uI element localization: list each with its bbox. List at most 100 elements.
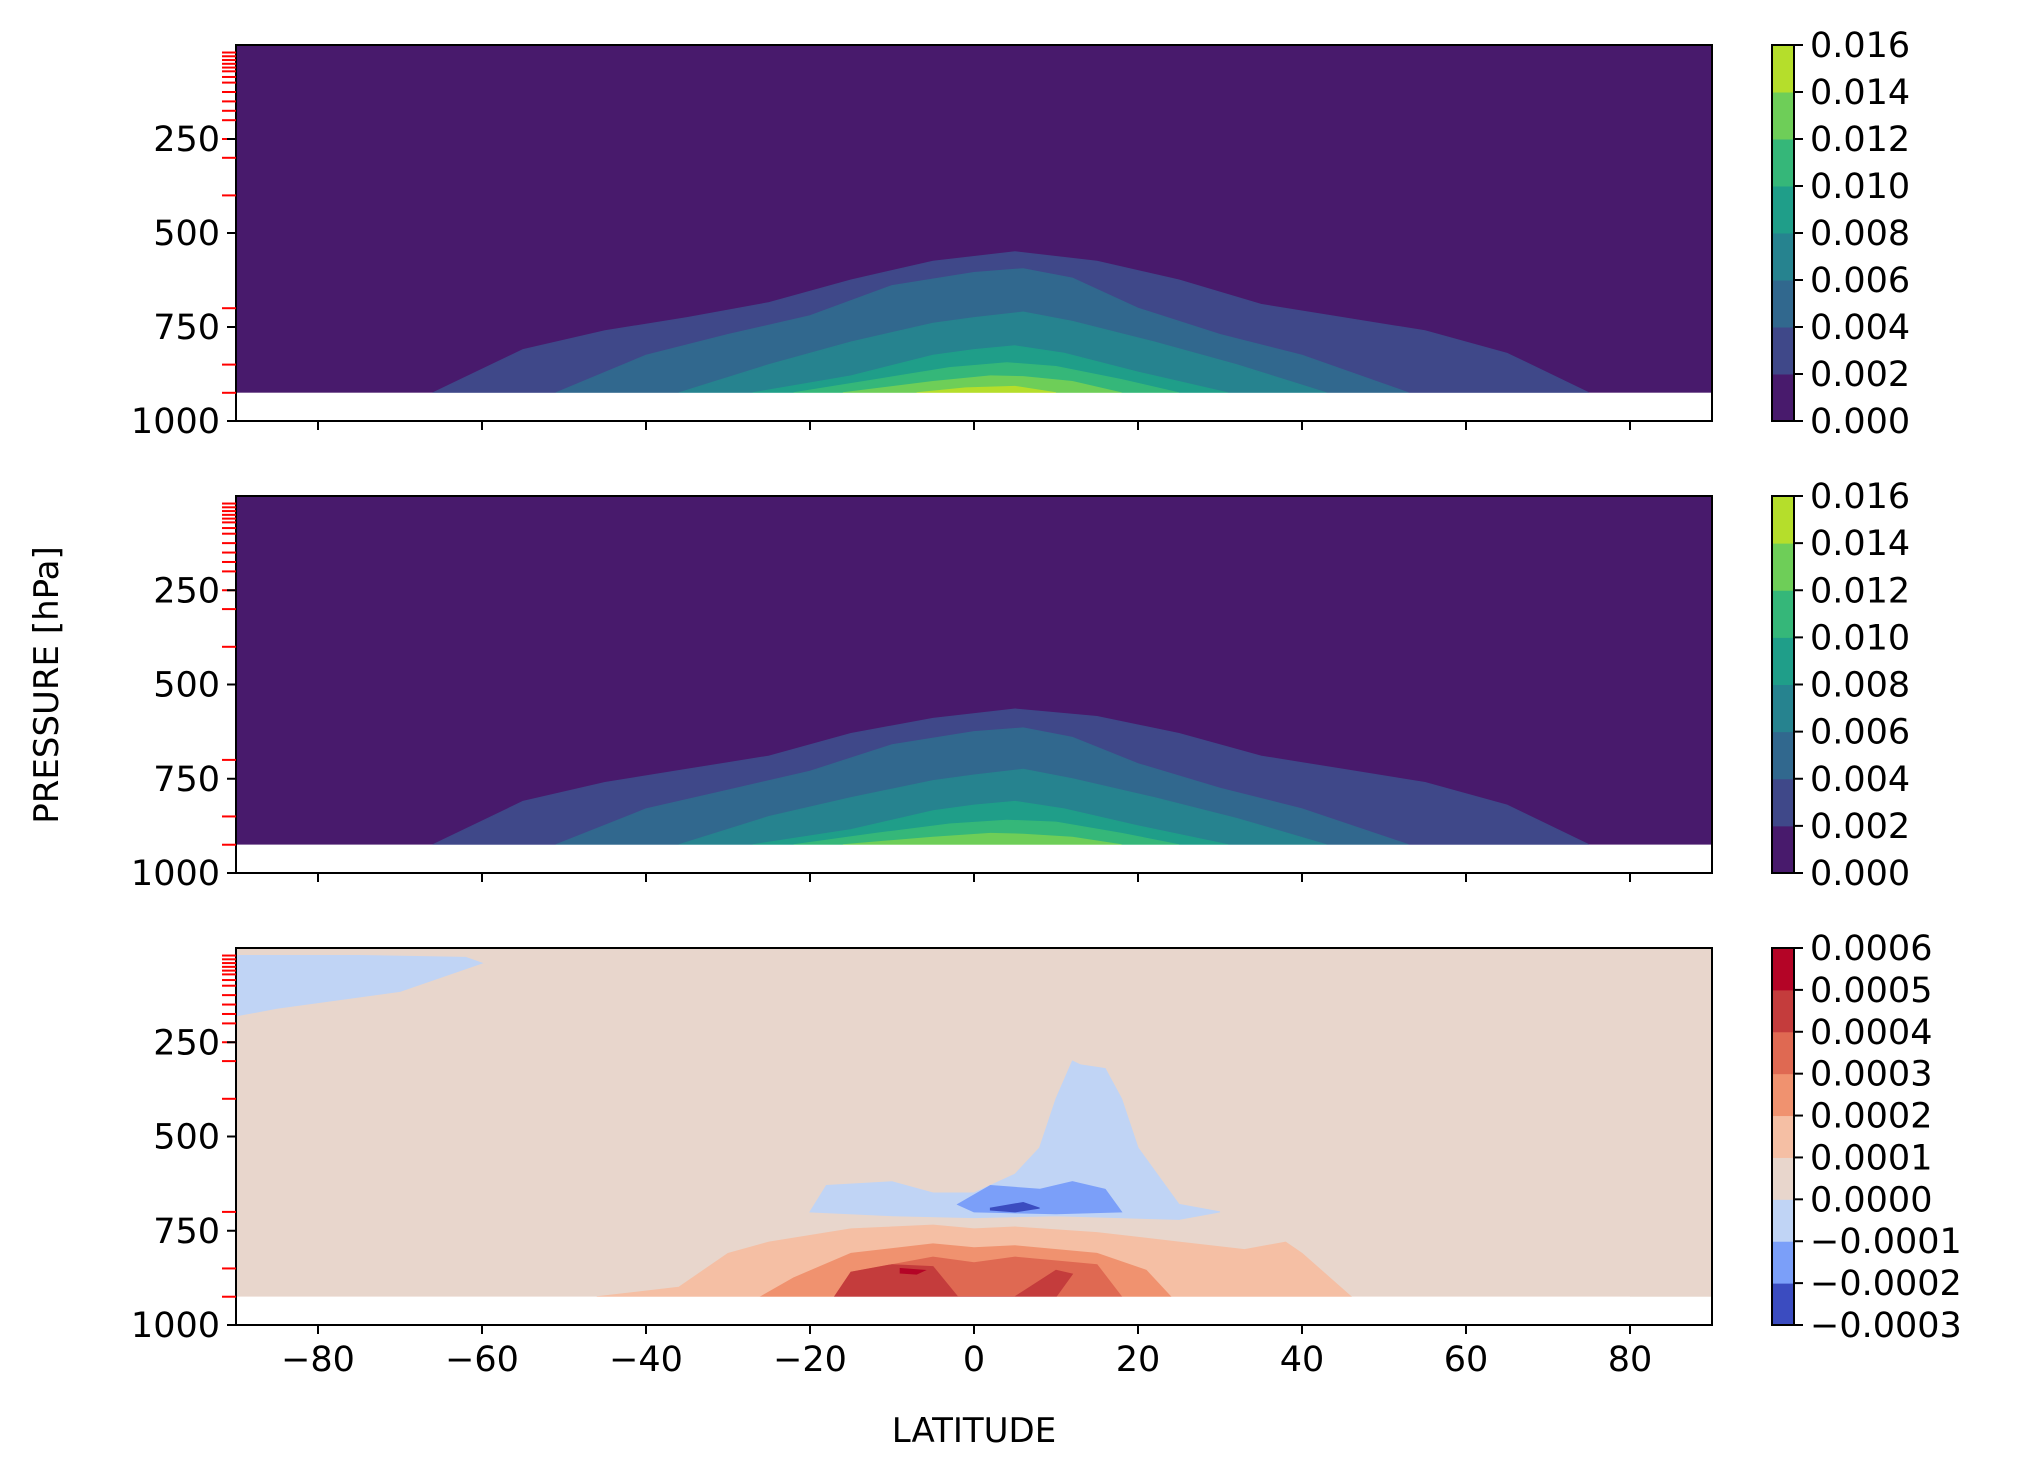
y-tick-label: 250 [153,1023,220,1063]
model-level-marks [222,954,236,1298]
colorbar-tick-label: −0.0001 [1810,1222,1962,1262]
x-tick-label: 0 [963,1340,985,1380]
colorbar-segment [1772,1157,1794,1200]
colorbar-segment [1772,1115,1794,1158]
y-tick-label: 1000 [131,1306,220,1346]
colorbar-tick-label: 0.012 [1810,571,1910,611]
colorbar-segment [1772,684,1794,733]
contour-region [989,1201,1040,1213]
colorbar: 0.000 0.002 0.004 0.006 0.008 0.010 0.012 0.014… [1771,26,1910,442]
colorbar-segment [1772,45,1794,93]
y-tick-label: 750 [153,1212,220,1252]
colorbar-segment [1772,1073,1794,1117]
colorbar-segment [1772,731,1794,780]
colorbar: −0.0003−0.0002−0.00010.00000.00010.00020… [1771,929,1962,1346]
colorbar-tick-label: 0.0004 [1810,1013,1932,1053]
x-tick-label: −20 [773,1340,847,1380]
colorbar: 0.000 0.002 0.004 0.006 0.008 0.010 0.012 0.014… [1771,477,1910,894]
colorbar-tick-label: 0.0003 [1810,1055,1932,1095]
y-tick-label: 250 [153,120,220,160]
model-level-marks [222,51,236,394]
panel-bottom: 250 500 750 1000 −80 −60 −40 −20 0 20 40 60 80 −0.000… [131,929,1962,1380]
colorbar-tick-label: 0.0005 [1810,971,1932,1011]
x-tick-label: −40 [609,1340,683,1380]
colorbar-tick-label: 0.000 [1810,854,1910,894]
colorbar-segment [1772,825,1794,874]
colorbar-tick-label: 0.0001 [1810,1138,1932,1178]
colorbar-tick-label: 0.014 [1810,73,1910,113]
colorbar-tick-label: 0.004 [1810,308,1910,348]
colorbar-tick-label: 0.010 [1810,618,1910,658]
colorbar-segment [1772,778,1794,827]
colorbar-tick-label: 0.0006 [1810,929,1932,969]
colorbar-segment [1772,327,1794,375]
no-data-area [236,392,1712,421]
y-tick-label: 1000 [131,402,220,442]
colorbar-segment [1772,1241,1794,1284]
model-level-marks [222,502,236,846]
colorbar-tick-label: 0.004 [1810,760,1910,800]
colorbar-tick-label: 0.008 [1810,666,1910,706]
contour-band-0.012 [842,832,1122,846]
no-data-area [236,844,1712,873]
colorbar-segment [1772,374,1794,422]
colorbar-tick-label: 0.002 [1810,355,1910,395]
contour-region [236,955,484,1017]
x-tick-label: 20 [1116,1340,1161,1380]
colorbar-segment [1772,989,1794,1033]
colorbar-tick-label: 0.006 [1810,713,1910,753]
contour-region [1629,1292,1712,1298]
x-tick-label: 80 [1608,1340,1653,1380]
x-axis-label: LATITUDE [892,1411,1056,1451]
colorbar-tick-label: 0.000 [1810,402,1910,442]
colorbar-tick-label: 0.014 [1810,524,1910,564]
y-tick-label: 500 [153,214,220,254]
x-tick-label: 40 [1280,1340,1325,1380]
x-tick-label: −80 [281,1340,355,1380]
colorbar-segment [1772,139,1794,187]
colorbar-tick-label: −0.0002 [1810,1264,1962,1304]
x-tick-label: 60 [1444,1340,1489,1380]
colorbar-segment [1772,1199,1794,1242]
colorbar-tick-label: 0.010 [1810,167,1910,207]
contour-region [899,1267,927,1275]
colorbar-tick-label: −0.0003 [1810,1306,1962,1346]
colorbar-tick-label: 0.0000 [1810,1180,1932,1220]
colorbar-segment [1772,496,1794,544]
colorbar-segment [1772,186,1794,234]
y-tick-label: 1000 [131,854,220,894]
colorbar-tick-label: 0.006 [1810,261,1910,301]
plot-area [236,45,1712,421]
colorbar-tick-label: 0.002 [1810,807,1910,847]
colorbar-tick-label: 0.016 [1810,477,1910,517]
colorbar-segment [1772,590,1794,638]
colorbar-segment [1772,92,1794,140]
y-axis-label: PRESSURE [hPa] [27,546,67,823]
colorbar-tick-label: 0.012 [1810,120,1910,160]
colorbar-segment [1772,637,1794,685]
y-tick-label: 500 [153,1118,220,1158]
y-tick-label: 750 [153,308,220,348]
contour-region [809,1060,1221,1220]
colorbar-segment [1772,1031,1794,1075]
contour-region [833,1264,1074,1298]
colorbar-segment [1772,543,1794,591]
y-tick-label: 750 [153,760,220,800]
colorbar-segment [1772,280,1794,328]
plot-area [236,496,1712,873]
y-tick-label: 250 [153,571,220,611]
colorbar-tick-label: 0.0002 [1810,1097,1932,1137]
colorbar-tick-label: 0.008 [1810,214,1910,254]
contour-region [956,1181,1123,1215]
plot-area [236,948,1712,1325]
colorbar-segment [1772,233,1794,281]
colorbar-tick-label: 0.016 [1810,26,1910,66]
no-data-area [236,1296,1712,1325]
x-tick-label: −60 [445,1340,519,1380]
colorbar-frame [1771,947,1795,1326]
colorbar-segment [1772,948,1794,991]
y-tick-label: 500 [153,666,220,706]
